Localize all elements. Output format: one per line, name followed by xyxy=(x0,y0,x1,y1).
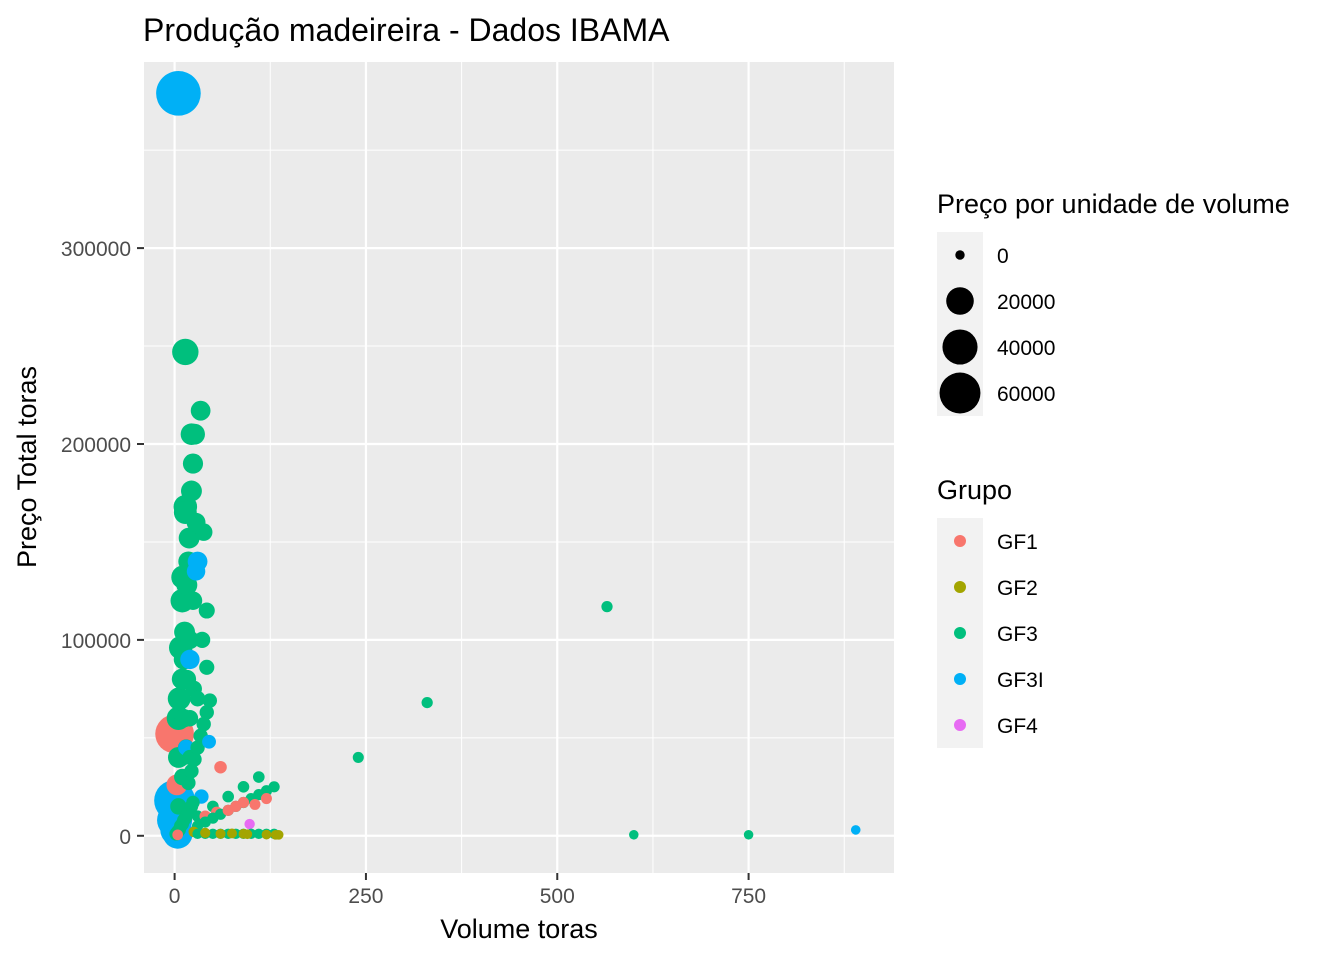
data-point-gf3i xyxy=(202,734,216,749)
size-legend-key xyxy=(946,287,974,315)
data-point-gf3 xyxy=(186,795,200,810)
data-point-gf1 xyxy=(260,793,272,805)
data-point-gf3 xyxy=(180,480,202,502)
data-point-gf3 xyxy=(167,687,191,711)
x-axis: 0 250 500 750 xyxy=(169,873,766,908)
data-point-gf3 xyxy=(189,690,206,707)
data-point-gf2 xyxy=(261,829,272,840)
data-point-gf3 xyxy=(268,781,280,793)
x-tick-label: 250 xyxy=(348,885,383,908)
y-axis: 0 100000 200000 300000 xyxy=(61,238,144,849)
data-point-gf3 xyxy=(184,763,199,779)
data-point-gf3 xyxy=(196,716,211,732)
data-point-gf3 xyxy=(181,710,199,727)
data-point-gf2 xyxy=(242,829,253,840)
chart-title: Produção madeireira - Dados IBAMA xyxy=(143,12,670,48)
y-tick-label: 300000 xyxy=(61,238,131,261)
data-point-gf3 xyxy=(187,752,202,767)
color-legend-title: Grupo xyxy=(937,475,1012,505)
x-tick-label: 0 xyxy=(169,885,181,908)
size-legend-key xyxy=(939,372,981,414)
size-legend-title: Preço por unidade de volume xyxy=(937,189,1290,219)
color-legend-label: GF2 xyxy=(997,577,1038,600)
data-point-gf3 xyxy=(199,659,215,675)
x-tick-label: 750 xyxy=(731,885,766,908)
data-point-gf3 xyxy=(237,780,250,793)
color-legend: Grupo GF1 GF2 GF3 GF3I GF4 xyxy=(937,475,1044,748)
color-legend-label: GF3I xyxy=(997,669,1044,692)
data-point-gf3 xyxy=(198,602,215,619)
data-point-gf3 xyxy=(181,775,196,791)
data-point-gf3i xyxy=(186,562,206,581)
data-point-gf2 xyxy=(215,828,226,839)
data-point-gf3 xyxy=(194,631,211,648)
data-point-gf3 xyxy=(178,527,200,549)
data-point-gf4 xyxy=(244,818,255,830)
data-point-gf1 xyxy=(249,798,261,810)
x-tick-label: 500 xyxy=(540,885,575,908)
color-legend-label: GF1 xyxy=(997,531,1038,554)
size-legend: Preço por unidade de volume 0 20000 40000 6… xyxy=(937,189,1290,416)
data-point-gf3 xyxy=(190,740,205,755)
data-point-gf3 xyxy=(629,830,639,840)
minor-gridlines xyxy=(144,62,894,873)
data-point-gf3 xyxy=(190,400,211,421)
data-point-gf3 xyxy=(222,790,234,803)
major-gridlines xyxy=(144,62,894,873)
size-legend-label: 40000 xyxy=(997,337,1055,360)
size-legend-key xyxy=(942,329,978,365)
y-tick-label: 100000 xyxy=(61,630,131,653)
data-point-gf3 xyxy=(194,523,213,541)
data-point-gf3 xyxy=(252,771,265,783)
data-point-gf3i xyxy=(180,649,200,670)
y-tick-label: 0 xyxy=(119,826,131,849)
color-legend-key-gf2 xyxy=(954,581,966,593)
size-legend-key xyxy=(955,250,965,260)
data-point-gf3 xyxy=(172,338,199,366)
data-point-gf3 xyxy=(192,828,203,839)
data-point-gf3 xyxy=(207,828,219,839)
data-point-gf3 xyxy=(183,591,203,610)
y-axis-label: Preço Total toras xyxy=(12,366,42,568)
data-point-gf3 xyxy=(601,600,613,613)
color-legend-key-gf1 xyxy=(954,535,966,547)
data-points xyxy=(154,71,861,849)
data-point-gf2 xyxy=(200,827,211,838)
data-point-gf3 xyxy=(253,828,264,839)
data-point-gf1 xyxy=(214,760,227,774)
data-point-gf3i xyxy=(156,71,201,116)
data-point-gf3 xyxy=(199,705,214,720)
plot-panel xyxy=(144,62,894,873)
data-point-gf2 xyxy=(273,829,284,840)
size-legend-label: 0 xyxy=(997,245,1009,268)
data-point-gf3i xyxy=(850,825,861,835)
data-point-gf1 xyxy=(237,796,250,809)
data-point-gf2 xyxy=(227,828,237,839)
color-legend-key-gf4 xyxy=(954,719,966,731)
color-legend-label: GF3 xyxy=(997,623,1038,646)
color-legend-key-gf3 xyxy=(954,627,966,639)
data-point-gf1 xyxy=(172,829,184,841)
x-axis-label: Volume toras xyxy=(440,914,598,944)
data-point-gf3 xyxy=(182,453,204,474)
color-legend-label: GF4 xyxy=(997,715,1038,738)
data-point-gf3 xyxy=(202,693,218,708)
y-tick-label: 200000 xyxy=(61,434,131,457)
size-legend-label: 20000 xyxy=(997,291,1055,314)
data-point-gf3 xyxy=(184,423,205,445)
data-point-gf1 xyxy=(222,804,234,816)
data-point-gf3 xyxy=(180,630,200,650)
data-point-gf3 xyxy=(176,574,198,596)
data-point-gf3 xyxy=(421,696,433,709)
size-legend-label: 60000 xyxy=(997,383,1055,406)
data-point-gf3 xyxy=(743,830,754,840)
color-legend-key-gf3i xyxy=(954,673,966,685)
data-point-gf3 xyxy=(352,751,364,763)
